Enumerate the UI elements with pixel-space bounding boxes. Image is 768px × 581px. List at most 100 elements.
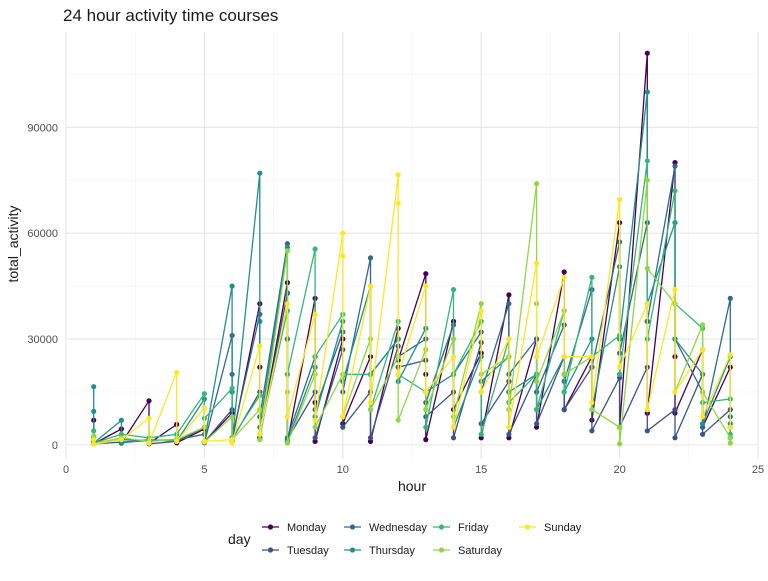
data-point-monday	[146, 398, 152, 404]
legend-label: Friday	[458, 522, 489, 534]
data-point-tuesday	[561, 407, 567, 413]
data-point-sunday	[257, 343, 263, 349]
data-point-sunday	[257, 431, 263, 437]
data-point-sunday	[589, 399, 595, 406]
data-point-saturday	[617, 424, 623, 430]
data-point-tuesday	[700, 431, 706, 437]
legend-label: Tuesday	[287, 545, 329, 557]
data-point-thursday	[91, 384, 97, 390]
data-point-saturday	[617, 441, 623, 447]
data-point-sunday	[727, 424, 733, 430]
legend-key-point	[438, 547, 445, 553]
data-point-saturday	[727, 440, 733, 446]
data-point-sunday	[395, 371, 401, 377]
data-point-tuesday	[672, 407, 678, 413]
data-point-monday	[644, 50, 650, 56]
data-point-sunday	[700, 414, 706, 420]
data-point-sunday	[91, 441, 97, 447]
x-axis-label: hour	[398, 478, 426, 494]
data-point-thursday	[91, 408, 97, 414]
legend-key-point	[349, 547, 356, 553]
data-point-sunday	[534, 354, 540, 360]
x-tick-label: 25	[752, 464, 764, 476]
y-tick-labels: 0 30000 60000 90000	[27, 122, 58, 452]
y-tick-label: 90000	[27, 122, 58, 134]
data-point-tuesday	[367, 435, 374, 441]
y-tick-label: 30000	[27, 334, 58, 346]
data-point-friday	[91, 428, 97, 434]
legend-title: day	[228, 531, 251, 547]
legend: Monday Tuesday Wednesday Thursday Friday Satu…	[262, 522, 582, 557]
data-point-wednesday	[672, 163, 678, 169]
data-point-wednesday	[506, 301, 512, 307]
data-point-friday	[617, 371, 623, 377]
data-point-sunday	[589, 354, 595, 360]
data-point-friday	[450, 287, 457, 293]
data-point-sunday	[644, 301, 650, 307]
data-point-sunday	[174, 369, 180, 376]
x-tick-labels: 0 5 10 15 20 25	[63, 464, 764, 476]
data-point-friday	[534, 407, 540, 413]
data-point-friday	[312, 246, 318, 252]
data-point-friday	[589, 274, 595, 280]
data-point-wednesday	[284, 241, 290, 247]
data-point-sunday	[450, 354, 457, 360]
data-point-saturday	[561, 371, 567, 377]
legend-key-point	[267, 524, 274, 530]
data-point-thursday	[644, 89, 650, 95]
data-point-sunday	[284, 414, 290, 420]
data-point-sunday	[672, 287, 678, 293]
data-point-thursday	[229, 283, 235, 289]
data-point-monday	[506, 292, 512, 298]
data-point-sunday	[423, 283, 429, 289]
data-point-tuesday	[450, 435, 457, 441]
data-point-sunday	[478, 389, 484, 395]
data-point-monday	[367, 438, 374, 444]
data-point-tuesday	[340, 424, 346, 430]
data-point-sunday	[91, 437, 97, 443]
data-point-friday	[229, 385, 235, 391]
data-point-sunday	[284, 301, 290, 307]
data-point-friday	[672, 188, 678, 194]
data-point-sunday	[672, 389, 678, 395]
data-point-saturday	[534, 378, 540, 384]
data-point-sunday	[534, 260, 540, 266]
data-point-sunday	[146, 440, 152, 446]
data-point-thursday	[700, 421, 706, 427]
legend-label: Monday	[287, 522, 327, 534]
data-point-sunday	[561, 354, 567, 360]
data-point-sunday	[727, 352, 733, 358]
data-point-sunday	[340, 414, 346, 420]
data-point-saturday	[727, 435, 733, 441]
data-point-saturday	[284, 248, 290, 254]
x-tick-label: 15	[475, 464, 487, 476]
data-point-tuesday	[312, 435, 318, 441]
data-point-sunday	[450, 424, 457, 430]
data-point-sunday	[367, 399, 374, 406]
data-point-saturday	[700, 322, 706, 328]
data-point-sunday	[174, 438, 180, 444]
data-point-monday	[561, 269, 567, 275]
x-tick-label: 10	[337, 464, 349, 476]
data-point-tuesday	[672, 435, 678, 441]
data-point-sunday	[506, 336, 512, 342]
data-point-sunday	[340, 253, 346, 259]
data-point-sunday	[617, 364, 623, 370]
data-point-saturday	[450, 336, 457, 342]
legend-label: Sunday	[544, 522, 582, 534]
series-sunday	[91, 172, 733, 447]
data-point-sunday	[395, 172, 401, 178]
data-point-friday	[561, 389, 567, 395]
y-tick-label: 0	[52, 440, 58, 452]
data-point-thursday	[118, 417, 124, 423]
data-point-friday	[644, 158, 650, 164]
legend-item-tuesday: Tuesday	[262, 545, 329, 557]
data-point-friday	[201, 391, 207, 397]
data-point-friday	[478, 431, 484, 437]
x-tick-label: 20	[613, 464, 625, 476]
data-point-tuesday	[506, 431, 512, 437]
data-point-sunday	[367, 283, 374, 289]
data-point-sunday	[561, 274, 567, 280]
legend-key-point	[524, 524, 531, 530]
